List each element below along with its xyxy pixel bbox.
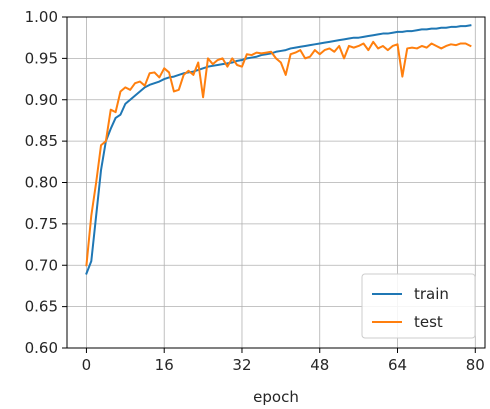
legend: train test — [361, 273, 476, 339]
series-layer — [85, 24, 472, 275]
x-axis-label: epoch — [253, 388, 299, 406]
x-tick-label: 16 — [155, 356, 174, 374]
y-tick-label: 0.80 — [25, 174, 58, 192]
series-line-test — [85, 40, 472, 267]
y-tick-label: 0.60 — [25, 339, 58, 357]
series-line-train — [85, 24, 472, 275]
legend-label-train: train — [414, 285, 449, 303]
y-tick-label: 0.65 — [25, 298, 58, 316]
x-tick-label: 80 — [466, 356, 485, 374]
y-tick-label: 0.85 — [25, 132, 58, 150]
x-tick-label: 0 — [82, 356, 92, 374]
axes-layer: 0 16 32 48 64 80 0.60 0.65 0.70 0.75 0.80 0.85 0.90 0… — [25, 8, 486, 374]
y-tick-label: 0.75 — [25, 215, 58, 233]
y-tick-label: 0.95 — [25, 49, 58, 67]
y-tick-label: 0.90 — [25, 91, 58, 109]
legend-label-test: test — [414, 313, 443, 331]
x-tick-label: 48 — [310, 356, 329, 374]
y-tick-label: 1.00 — [25, 8, 58, 26]
x-tick-label: 32 — [232, 356, 251, 374]
x-tick-label: 64 — [388, 356, 407, 374]
y-tick-label: 0.70 — [25, 256, 58, 274]
